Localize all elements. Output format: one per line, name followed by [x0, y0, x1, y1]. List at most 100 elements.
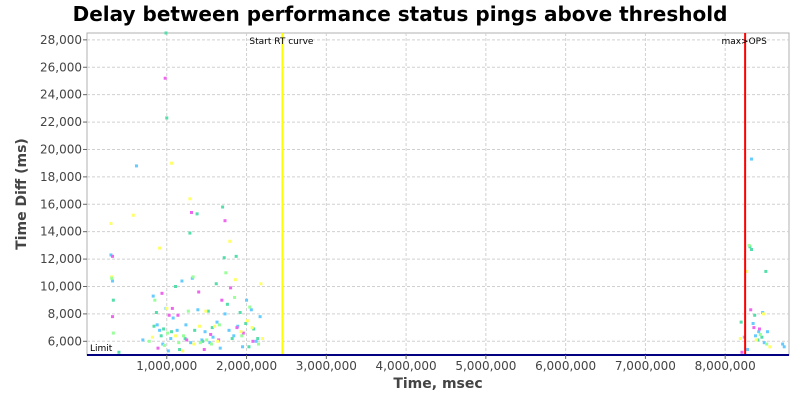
data-point	[156, 346, 160, 350]
data-point	[750, 157, 754, 161]
marker-label: max>OPS	[721, 37, 767, 47]
data-point	[757, 330, 761, 334]
vertical-markers: Start RT curve max>OPS	[249, 33, 767, 355]
data-point	[111, 254, 115, 258]
x-tick-label: 6,000,000	[535, 359, 596, 373]
data-point	[180, 279, 184, 283]
data-point	[762, 341, 766, 345]
y-tick-label: 22,000	[40, 115, 82, 129]
y-tick-label: 10,000	[40, 279, 82, 293]
data-point	[185, 338, 189, 342]
x-tick-label: 3,000,000	[296, 359, 357, 373]
data-point	[197, 324, 201, 328]
data-point	[110, 276, 114, 280]
data-point	[210, 326, 214, 330]
data-point	[228, 239, 232, 243]
data-point	[155, 323, 159, 327]
data-point	[754, 338, 758, 342]
data-point	[151, 294, 155, 298]
data-point	[188, 231, 192, 235]
data-point	[175, 328, 179, 332]
data-point	[257, 342, 261, 346]
y-tick-label: 18,000	[40, 170, 82, 184]
data-point	[765, 342, 769, 346]
data-point	[170, 330, 174, 334]
data-point	[245, 298, 249, 302]
data-point	[193, 328, 197, 332]
data-point	[162, 343, 166, 347]
data-point	[216, 339, 220, 343]
data-point	[234, 254, 238, 258]
data-point	[109, 253, 113, 257]
data-point	[746, 348, 750, 352]
x-tick-label: 4,000,000	[376, 359, 437, 373]
data-point	[256, 337, 260, 341]
data-point	[233, 295, 237, 299]
data-point	[204, 309, 208, 313]
data-point	[171, 316, 175, 320]
data-point	[153, 298, 157, 302]
data-point	[757, 327, 761, 331]
data-point	[782, 345, 786, 349]
data-point	[209, 342, 213, 346]
data-point	[753, 313, 757, 317]
data-point	[190, 210, 194, 214]
y-tick-label: 12,000	[40, 252, 82, 266]
data-point	[109, 221, 113, 225]
data-point	[191, 275, 195, 279]
data-point	[223, 219, 227, 223]
data-point	[174, 284, 178, 288]
data-point	[203, 330, 207, 334]
data-point	[131, 213, 135, 217]
data-point	[749, 308, 753, 312]
data-point	[259, 282, 263, 286]
data-point	[152, 324, 156, 328]
data-point	[223, 312, 227, 316]
x-tick-label: 8,000,000	[695, 359, 756, 373]
threshold-label: Limit	[90, 344, 113, 354]
data-point	[229, 286, 233, 290]
data-point	[240, 334, 244, 338]
data-point	[756, 338, 760, 342]
data-point	[154, 311, 158, 315]
data-point	[150, 335, 154, 339]
data-point	[192, 342, 196, 346]
data-point	[111, 279, 115, 283]
data-point	[196, 308, 200, 312]
data-point	[238, 311, 242, 315]
data-point	[165, 306, 169, 310]
data-point	[765, 330, 769, 334]
data-point	[758, 332, 762, 336]
chart-title: Delay between performance status pings a…	[73, 2, 728, 26]
data-point	[218, 346, 222, 350]
data-point	[745, 269, 749, 273]
y-axis-label: Time Diff (ms)	[14, 138, 30, 250]
data-point	[760, 335, 764, 339]
data-point	[248, 305, 252, 309]
data-point	[753, 334, 757, 338]
data-point	[184, 323, 188, 327]
data-point	[764, 269, 768, 273]
y-tick-label: 28,000	[40, 33, 82, 47]
data-point	[206, 309, 210, 313]
data-point	[230, 337, 234, 341]
data-point	[747, 243, 751, 247]
data-point	[183, 337, 187, 341]
data-point	[222, 256, 226, 260]
data-point	[166, 349, 170, 353]
data-point	[158, 246, 162, 250]
threshold-line: Limit	[87, 344, 789, 356]
data-point	[186, 309, 190, 313]
data-point	[220, 298, 224, 302]
data-point	[217, 323, 221, 327]
data-point	[232, 334, 236, 338]
y-tick-label: 16,000	[40, 197, 82, 211]
data-point	[781, 342, 785, 346]
data-point	[208, 341, 212, 345]
data-point	[167, 313, 171, 317]
plot-area	[86, 32, 790, 356]
data-point	[261, 337, 264, 341]
data-point	[768, 345, 772, 349]
data-point	[147, 339, 151, 343]
